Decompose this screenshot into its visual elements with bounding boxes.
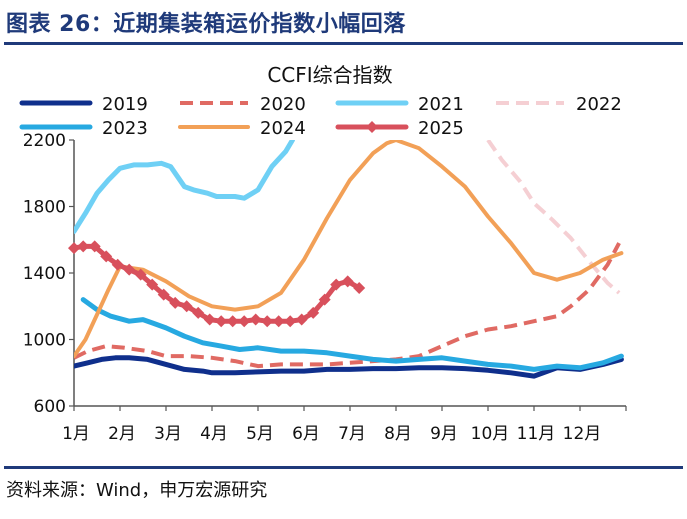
data-point-2025 <box>169 296 182 309</box>
data-point-2025 <box>77 240 90 253</box>
data-point-2025 <box>111 258 124 271</box>
legend-label-2024: 2024 <box>260 118 306 139</box>
x-tick-label: 10月 <box>471 424 510 444</box>
marker-group <box>68 240 366 328</box>
legend-label-2020: 2020 <box>260 94 306 115</box>
y-tick-label: 1800 <box>23 198 66 218</box>
data-point-2025 <box>238 315 251 328</box>
x-tick-label: 11月 <box>517 424 556 444</box>
x-tick-label: 6月 <box>292 424 320 444</box>
data-point-2025 <box>249 313 262 326</box>
x-tick-label: 3月 <box>154 424 182 444</box>
series-line-2022 <box>486 140 621 295</box>
data-point-2025 <box>215 315 228 328</box>
legend-item-2025: 2025 <box>335 118 464 139</box>
x-tick-label: 8月 <box>384 424 412 444</box>
legend-marker-2025 <box>366 121 378 133</box>
data-point-2025 <box>295 313 308 326</box>
legend-item-2022: 2022 <box>496 94 622 115</box>
x-tick-label: 7月 <box>338 424 366 444</box>
data-point-2025 <box>261 315 274 328</box>
x-tick-label: 1月 <box>62 424 90 444</box>
data-point-2025 <box>226 315 239 328</box>
legend-label-2019: 2019 <box>102 94 148 115</box>
legend-item-2023: 2023 <box>19 118 148 139</box>
ccfi-line-chart: CCFI综合指数 2019 2020 2021 2022 2023 2024 2025 60… <box>19 63 627 444</box>
source-separator <box>4 466 683 469</box>
data-point-2025 <box>341 275 354 288</box>
data-point-2025 <box>180 300 193 313</box>
title-underline <box>4 42 683 45</box>
series-line-2025 <box>74 243 362 324</box>
series-line-2023 <box>80 297 624 372</box>
data-point-2025 <box>272 315 285 328</box>
data-point-2025 <box>330 278 343 291</box>
y-tick-label: 600 <box>34 397 66 417</box>
data-point-2025 <box>123 263 136 276</box>
series-line-2021 <box>74 140 295 234</box>
series-group <box>74 140 624 379</box>
data-point-2025 <box>192 306 205 319</box>
data-point-2025 <box>100 250 113 263</box>
legend-label-2023: 2023 <box>102 118 148 139</box>
legend-item-2024: 2024 <box>178 118 306 139</box>
axes: 600 1000 1400 1800 2200 1月 2月 3月 4月 5月 6月 7月 8月 9月 10月… <box>23 131 627 444</box>
y-tick-label: 1000 <box>23 331 66 351</box>
y-tick-label: 1400 <box>23 264 66 284</box>
figure-title: 图表 26：近期集装箱运价指数小幅回落 <box>6 12 406 37</box>
chart-title: CCFI综合指数 <box>267 63 392 87</box>
series-line-2019 <box>74 355 624 379</box>
x-tick-label: 12月 <box>563 424 602 444</box>
data-point-2025 <box>134 268 147 281</box>
data-point-2025 <box>146 278 159 291</box>
data-point-2025 <box>353 281 366 294</box>
legend-label-2025: 2025 <box>418 118 464 139</box>
x-tick-label: 2月 <box>108 424 136 444</box>
data-point-2025 <box>203 313 216 326</box>
x-tick-label: 5月 <box>246 424 274 444</box>
data-point-2025 <box>318 293 331 306</box>
data-point-2025 <box>307 306 320 319</box>
legend-item-2021: 2021 <box>335 94 464 115</box>
legend: 2019 2020 2021 2022 2023 2024 2025 <box>19 94 622 139</box>
data-point-2025 <box>68 242 80 255</box>
x-tick-label: 4月 <box>200 424 228 444</box>
legend-item-2019: 2019 <box>19 94 148 115</box>
legend-label-2022: 2022 <box>576 94 622 115</box>
y-tick-label: 2200 <box>23 131 66 151</box>
source-note: 资料来源：Wind，申万宏源研究 <box>6 480 268 501</box>
data-point-2025 <box>88 240 101 253</box>
x-tick-label: 9月 <box>430 424 458 444</box>
series-line-2020 <box>74 242 621 369</box>
legend-label-2021: 2021 <box>418 94 464 115</box>
data-point-2025 <box>157 288 170 301</box>
data-point-2025 <box>284 315 297 328</box>
legend-item-2020: 2020 <box>180 94 306 115</box>
